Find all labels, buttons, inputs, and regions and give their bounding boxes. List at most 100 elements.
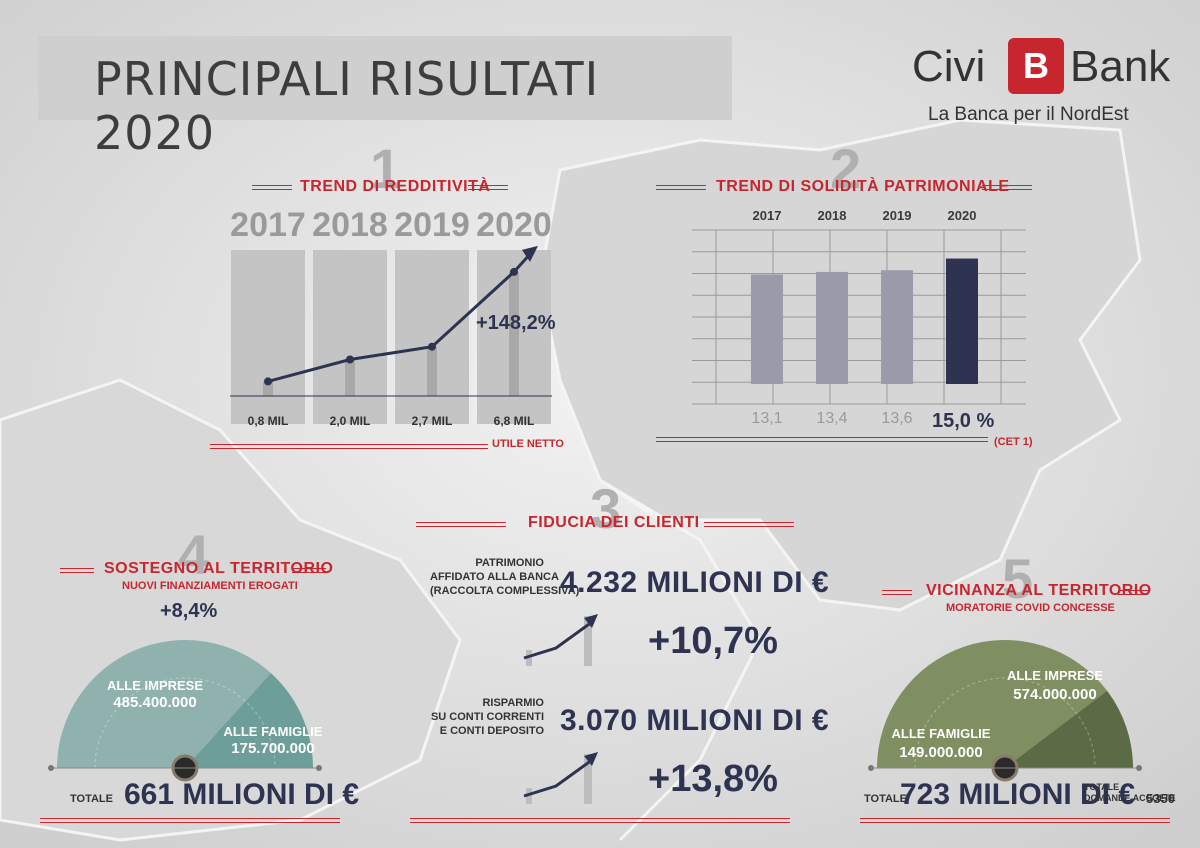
section-5-rule-right bbox=[1118, 590, 1148, 595]
logo-tagline: La Banca per il NordEst bbox=[928, 104, 1129, 125]
section-1-title: TREND DI REDDITIVITÀ bbox=[300, 178, 491, 195]
moratoria-end-dot bbox=[868, 765, 874, 771]
profitability-value-label: 6,8 MIL bbox=[493, 414, 535, 428]
moratoria-slice bbox=[877, 640, 1108, 768]
section-3-rule-left bbox=[416, 522, 506, 527]
financing-end-dot bbox=[48, 765, 54, 771]
solidity-value-label: 13,4 bbox=[816, 410, 848, 427]
section-2-number: 2 bbox=[830, 137, 862, 200]
solidity-year-label: 2018 bbox=[817, 208, 847, 223]
financing-famiglie-label: ALLE FAMIGLIE bbox=[223, 724, 323, 739]
solidity-bar bbox=[881, 270, 913, 384]
solidity-bar bbox=[816, 271, 848, 384]
savings-label-line: SU CONTI CORRENTI bbox=[430, 711, 544, 723]
profitability-line bbox=[267, 270, 516, 383]
logo-word-bank: Bank bbox=[1070, 42, 1171, 91]
moratoria-half-pie bbox=[868, 640, 1142, 782]
solidity-value-label: 13,1 bbox=[751, 410, 783, 427]
section-1-number: 1 bbox=[370, 137, 402, 200]
financing-half-pie bbox=[48, 640, 322, 782]
section-2-rule-right bbox=[982, 185, 1032, 190]
civibank-logo: Civi B Bank La Banca per il NordEst bbox=[912, 38, 1172, 128]
financing-imprese-value: 485.400.000 bbox=[113, 694, 197, 711]
section-2-footer-label: (CET 1) bbox=[994, 436, 1033, 448]
section-4-footer-rule bbox=[40, 818, 340, 823]
section-5-title: VICINANZA AL TERRITORIO bbox=[926, 582, 1152, 599]
profitability-year-label: 2019 bbox=[394, 206, 470, 244]
moratoria-end-dot bbox=[1136, 765, 1142, 771]
section-5-rule-left bbox=[882, 590, 912, 595]
moratoria-accepted-value: 5350 bbox=[1146, 791, 1175, 806]
financing-total-value: 661 MILIONI DI € bbox=[124, 778, 360, 811]
profitability-bar bbox=[263, 381, 273, 396]
financing-growth: +8,4% bbox=[160, 600, 218, 622]
profitability-value-label: 2,7 MIL bbox=[411, 414, 453, 428]
moratoria-famiglie-label: ALLE FAMIGLIE bbox=[891, 726, 991, 741]
logo-word-civi: Civi bbox=[912, 42, 986, 91]
profitability-year-label: 2018 bbox=[312, 206, 388, 244]
profitability-bar bbox=[345, 359, 355, 396]
savings-label-line: E CONTI DEPOSITO bbox=[439, 725, 544, 737]
section-2-title: TREND DI SOLIDITÀ PATRIMONIALE bbox=[716, 178, 1010, 195]
savings-label: RISPARMIO SU CONTI CORRENTI E CONTI DEPO… bbox=[430, 696, 544, 738]
section-1-footer-label: UTILE NETTO bbox=[492, 438, 564, 450]
savings-growth: +13,8% bbox=[648, 758, 778, 800]
profitability-line-extension bbox=[512, 250, 534, 273]
solidity-chart bbox=[692, 229, 1026, 405]
financing-inner-ring bbox=[94, 677, 276, 769]
profitability-point bbox=[428, 342, 436, 351]
section-5-number: 5 bbox=[1002, 547, 1034, 610]
profitability-value-label: 2,0 MIL bbox=[329, 414, 371, 428]
section-3-title: FIDUCIA DEI CLIENTI bbox=[528, 514, 700, 531]
logo-mark-icon: B bbox=[1008, 38, 1064, 94]
solidity-value-label: 15,0 % bbox=[932, 410, 995, 432]
solidity-value-label: 13,6 bbox=[881, 410, 913, 427]
profitability-year-label: 2017 bbox=[230, 206, 306, 244]
solidity-bar bbox=[751, 274, 783, 384]
moratoria-total-value: 723 MILIONI DI € bbox=[900, 778, 1136, 811]
section-4-title: SOSTEGNO AL TERRITORIO bbox=[104, 560, 334, 577]
title-box: PRINCIPALI RISULTATI 2020 bbox=[38, 36, 732, 160]
solidity-year-label: 2020 bbox=[947, 208, 977, 223]
section-4-rule-left bbox=[60, 568, 94, 573]
profitability-year-label: 2020 bbox=[476, 206, 552, 244]
savings-label-line: RISPARMIO bbox=[482, 697, 544, 709]
moratoria-inner-ring bbox=[914, 677, 1096, 769]
section-2-footer-rule bbox=[656, 437, 988, 442]
moratoria-total-label: TOTALE bbox=[864, 793, 907, 805]
financing-imprese-label: ALLE IMPRESE bbox=[106, 678, 204, 693]
section-4-number: 4 bbox=[178, 523, 210, 586]
financing-slice bbox=[185, 673, 313, 768]
profitability-column bbox=[231, 250, 305, 424]
section-5-footer-rule bbox=[860, 818, 1170, 823]
deposits-label-line: PATRIMONIO bbox=[475, 557, 544, 569]
moratoria-accepted-label-line: TOTALE bbox=[1084, 782, 1120, 792]
profitability-chart bbox=[230, 245, 552, 424]
profitability-value-label: 0,8 MIL bbox=[247, 414, 289, 428]
trend-up-arrow-icon bbox=[523, 752, 598, 804]
moratoria-slice bbox=[1005, 690, 1133, 768]
financing-end-dot bbox=[316, 765, 322, 771]
savings-amount: 3.070 MILIONI DI € bbox=[560, 704, 830, 737]
section-3-rule-right bbox=[704, 522, 794, 527]
financing-total-label: TOTALE bbox=[70, 793, 113, 805]
profitability-bar bbox=[509, 271, 519, 396]
profitability-growth: +148,2% bbox=[476, 312, 556, 334]
profitability-column bbox=[313, 250, 387, 424]
moratoria-accepted-label: TOTALE DOMANDE ACCOLTE bbox=[1084, 782, 1176, 804]
solidity-year-label: 2019 bbox=[882, 208, 912, 223]
moratoria-accepted-label-line: DOMANDE ACCOLTE bbox=[1084, 793, 1176, 803]
solidity-year-label: 2017 bbox=[752, 208, 782, 223]
solidity-bar bbox=[946, 258, 978, 384]
section-5-subtitle: MORATORIE COVID CONCESSE bbox=[946, 602, 1115, 614]
deposits-label-line: AFFIDATO ALLA BANCA bbox=[430, 571, 559, 583]
financing-famiglie-value: 175.700.000 bbox=[231, 740, 315, 757]
deposits-growth: +10,7% bbox=[648, 620, 778, 662]
profitability-point bbox=[346, 355, 354, 364]
section-1-rule-left bbox=[252, 185, 292, 190]
deposits-label-line: (RACCOLTA COMPLESSIVA) bbox=[430, 585, 580, 597]
profitability-column bbox=[395, 250, 469, 424]
section-3-footer-rule bbox=[410, 818, 790, 823]
financing-slice bbox=[57, 640, 271, 768]
moratoria-famiglie-value: 149.000.000 bbox=[899, 744, 983, 761]
